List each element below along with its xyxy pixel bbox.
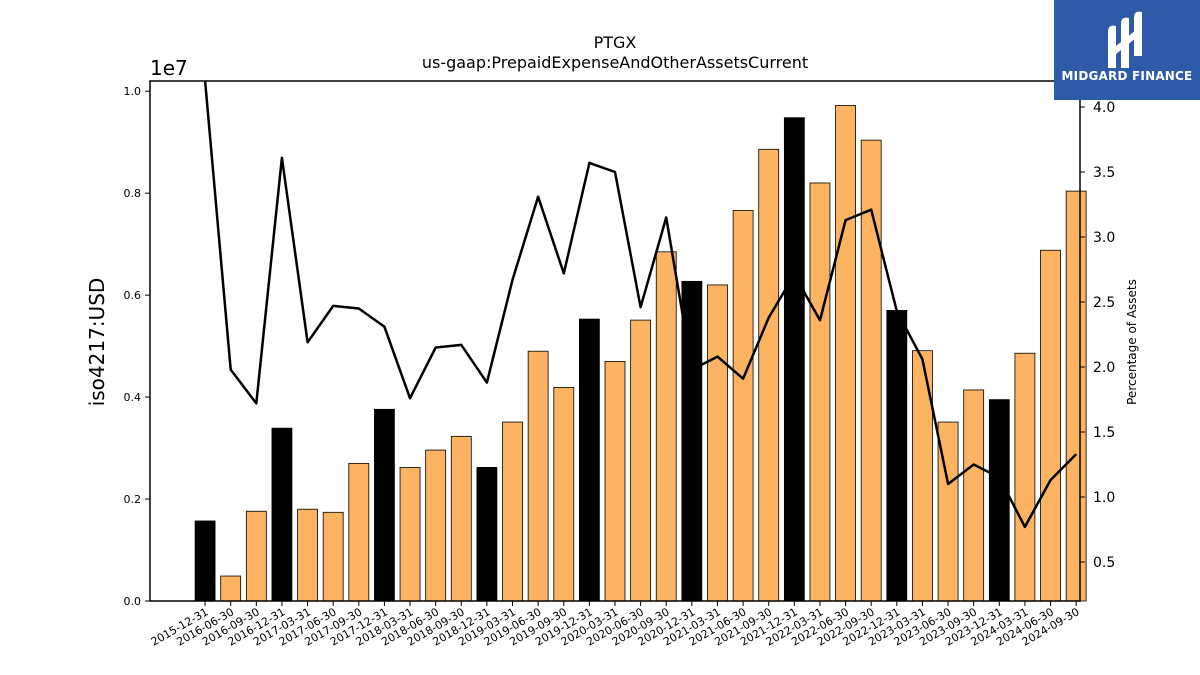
bar-2016-09-30 <box>245 510 267 602</box>
bar-2021-06-30 <box>732 210 754 602</box>
bar-2020-09-30 <box>655 251 677 602</box>
midgard-logo-icon <box>1108 11 1142 69</box>
bar-2024-09-30 <box>1065 190 1087 602</box>
y2-tick-label: 0.5 <box>1093 555 1115 571</box>
y2-axis-ticks: 0.5 1.0 1.5 2.0 2.5 3.0 3.5 4.0 <box>1080 100 1115 571</box>
bar-2017-03-31 <box>297 508 318 602</box>
y2-tick-label: 1.0 <box>1093 490 1115 506</box>
chart-subtitle: us-gaap:PrepaidExpenseAndOtherAssetsCurr… <box>422 53 808 72</box>
bars-group <box>194 105 1087 602</box>
y2-tick-label: 3.0 <box>1093 230 1115 246</box>
y-axis-offset-label: 1e7 <box>150 56 188 80</box>
bar-2020-06-30 <box>630 319 652 602</box>
y-axis-ticks: 0.0 0.2 0.4 0.6 0.8 1.0 <box>124 85 150 608</box>
y-tick-label: 0.2 <box>124 493 142 506</box>
bar-2022-03-31 <box>809 182 831 602</box>
bar-2024-03-31 <box>1014 352 1036 602</box>
bar-2021-09-30 <box>758 148 780 602</box>
bar-2023-12-31 <box>988 399 1010 602</box>
bar-2018-12-31 <box>476 467 498 602</box>
bar-2018-09-30 <box>450 435 472 602</box>
y-tick-label: 0.6 <box>124 289 142 302</box>
chart-title: PTGX <box>594 33 637 52</box>
brand-logo: MIDGARD FINANCE <box>1054 0 1200 100</box>
bar-2019-03-31 <box>502 421 523 602</box>
bar-2017-09-30 <box>348 462 370 602</box>
percentage-line <box>203 80 1078 529</box>
y-tick-label: 1.0 <box>124 85 142 98</box>
y-tick-label: 0.8 <box>124 187 142 200</box>
bar-2023-09-30 <box>963 389 985 602</box>
y2-tick-label: 3.5 <box>1093 165 1115 181</box>
bar-2021-03-31 <box>707 284 728 602</box>
y2-tick-label: 2.0 <box>1093 360 1115 376</box>
y2-axis-label: Percentage of Assets <box>1125 279 1139 405</box>
bar-2018-06-30 <box>425 449 447 602</box>
bar-2019-09-30 <box>553 386 575 602</box>
bar-2022-06-30 <box>835 105 856 602</box>
bar-2017-12-31 <box>374 408 395 602</box>
bar-2019-06-30 <box>527 350 549 602</box>
y2-tick-label: 4.0 <box>1093 100 1115 116</box>
y2-tick-label: 1.5 <box>1093 425 1115 441</box>
y2-tick-label: 2.5 <box>1093 295 1115 311</box>
y-tick-label: 0.0 <box>124 595 142 608</box>
y-axis-label: iso4217:USD <box>85 278 109 407</box>
bar-2016-06-30 <box>220 575 242 602</box>
brand-logo-text: MIDGARD FINANCE <box>1061 69 1193 83</box>
bar-2019-12-31 <box>578 318 600 602</box>
y-tick-label: 0.4 <box>124 391 142 404</box>
x-axis-ticks: 2015-12-312016-06-302016-09-302016-12-31… <box>149 601 1082 649</box>
bar-2022-12-31 <box>886 310 908 602</box>
bar-2021-12-31 <box>783 117 805 602</box>
bar-2018-03-31 <box>399 467 421 602</box>
bar-2017-06-30 <box>322 511 344 602</box>
bar-2020-03-31 <box>604 360 626 602</box>
bar-2016-12-31 <box>271 427 293 602</box>
bar-2024-06-30 <box>1040 249 1061 602</box>
bar-2015-12-31 <box>194 520 216 602</box>
